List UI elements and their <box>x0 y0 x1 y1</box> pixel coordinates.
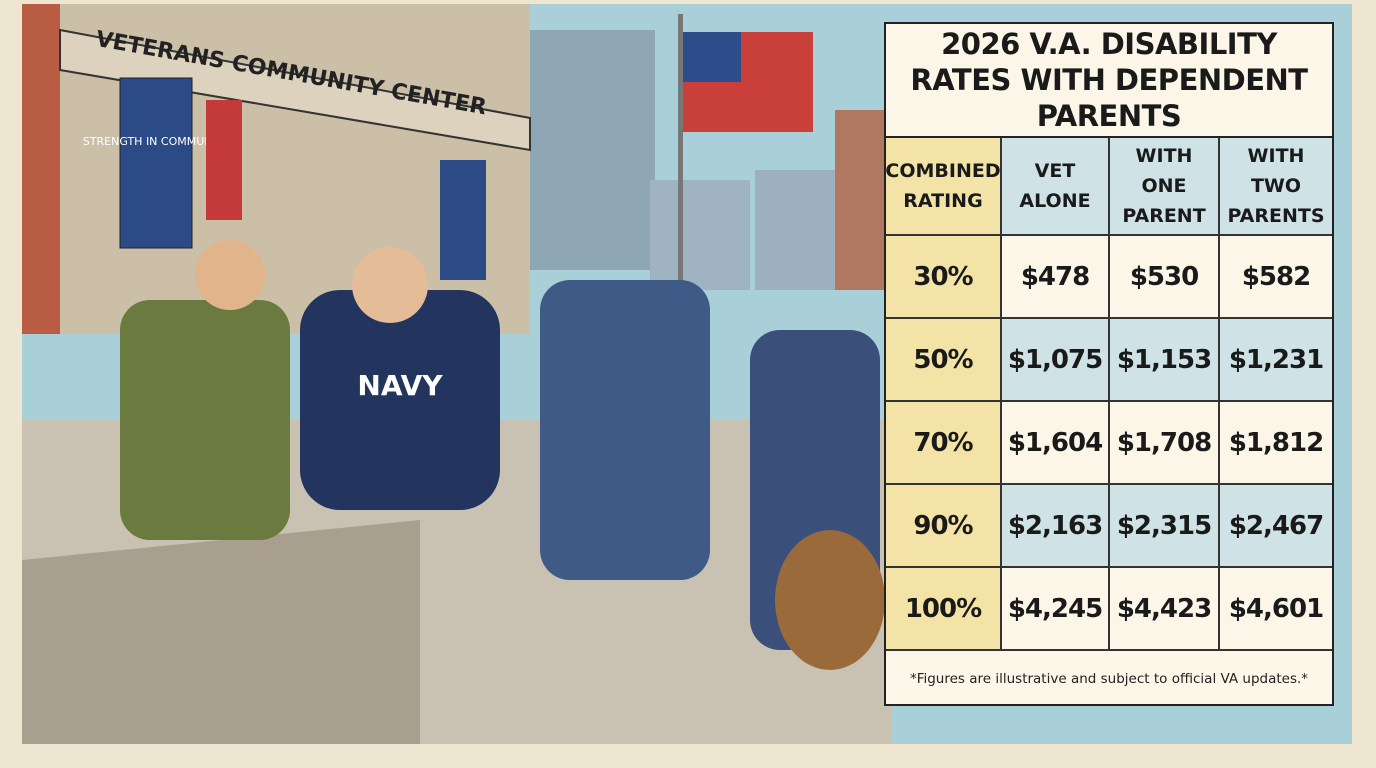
banner <box>119 77 193 249</box>
header-cell: WITH ONE PARENT <box>1110 138 1220 236</box>
rate-cell: $582 <box>1220 236 1332 319</box>
rate-cell: $478 <box>1002 236 1110 319</box>
rating-cell: 100% <box>886 568 1002 651</box>
rate-cell: $4,245 <box>1002 568 1110 651</box>
soldier-head <box>195 240 265 310</box>
rate-cell: $1,153 <box>1110 319 1220 402</box>
banner <box>206 100 242 220</box>
rates-table-panel: 2026 V.A. DISABILITY RATES WITH DEPENDEN… <box>884 22 1334 706</box>
veteran <box>300 290 500 510</box>
building <box>755 170 835 290</box>
header-cell: WITH TWO PARENTS <box>1220 138 1332 236</box>
hoodie-text: NAVY <box>357 369 443 402</box>
rate-cell: $2,467 <box>1220 485 1332 568</box>
service-dog <box>775 530 885 670</box>
building <box>650 180 750 290</box>
flagpole <box>678 14 683 314</box>
table-title: 2026 V.A. DISABILITY RATES WITH DEPENDEN… <box>886 24 1332 138</box>
rate-cell: $530 <box>1110 236 1220 319</box>
rate-cell: $1,812 <box>1220 402 1332 485</box>
rating-cell: 30% <box>886 236 1002 319</box>
rate-cell: $1,708 <box>1110 402 1220 485</box>
rating-cell: 70% <box>886 402 1002 485</box>
rate-cell: $2,315 <box>1110 485 1220 568</box>
banner <box>440 160 486 280</box>
header-cell: VET ALONE <box>1002 138 1110 236</box>
rating-cell: 90% <box>886 485 1002 568</box>
banner-text: STRENGTH IN COMMUNITY <box>83 135 230 148</box>
footnote: *Figures are illustrative and subject to… <box>909 671 1309 687</box>
rate-cell: $2,163 <box>1002 485 1110 568</box>
rate-cell: $4,423 <box>1110 568 1220 651</box>
header-cell: COMBINED RATING <box>885 138 1002 236</box>
rate-cell: $1,231 <box>1220 319 1332 402</box>
steps <box>22 520 420 744</box>
rates-table: COMBINED RATING VET ALONE WITH ONE PARENT W… <box>885 138 1332 651</box>
soldier <box>120 300 290 540</box>
flag-canton <box>683 32 741 82</box>
rating-cell: 50% <box>886 319 1002 402</box>
rate-cell: $1,604 <box>1002 402 1110 485</box>
rate-cell: $4,601 <box>1220 568 1332 651</box>
hugging-group <box>540 280 710 580</box>
rate-cell: $1,075 <box>1002 319 1110 402</box>
sign-board <box>59 28 531 152</box>
veteran-head <box>352 247 428 323</box>
